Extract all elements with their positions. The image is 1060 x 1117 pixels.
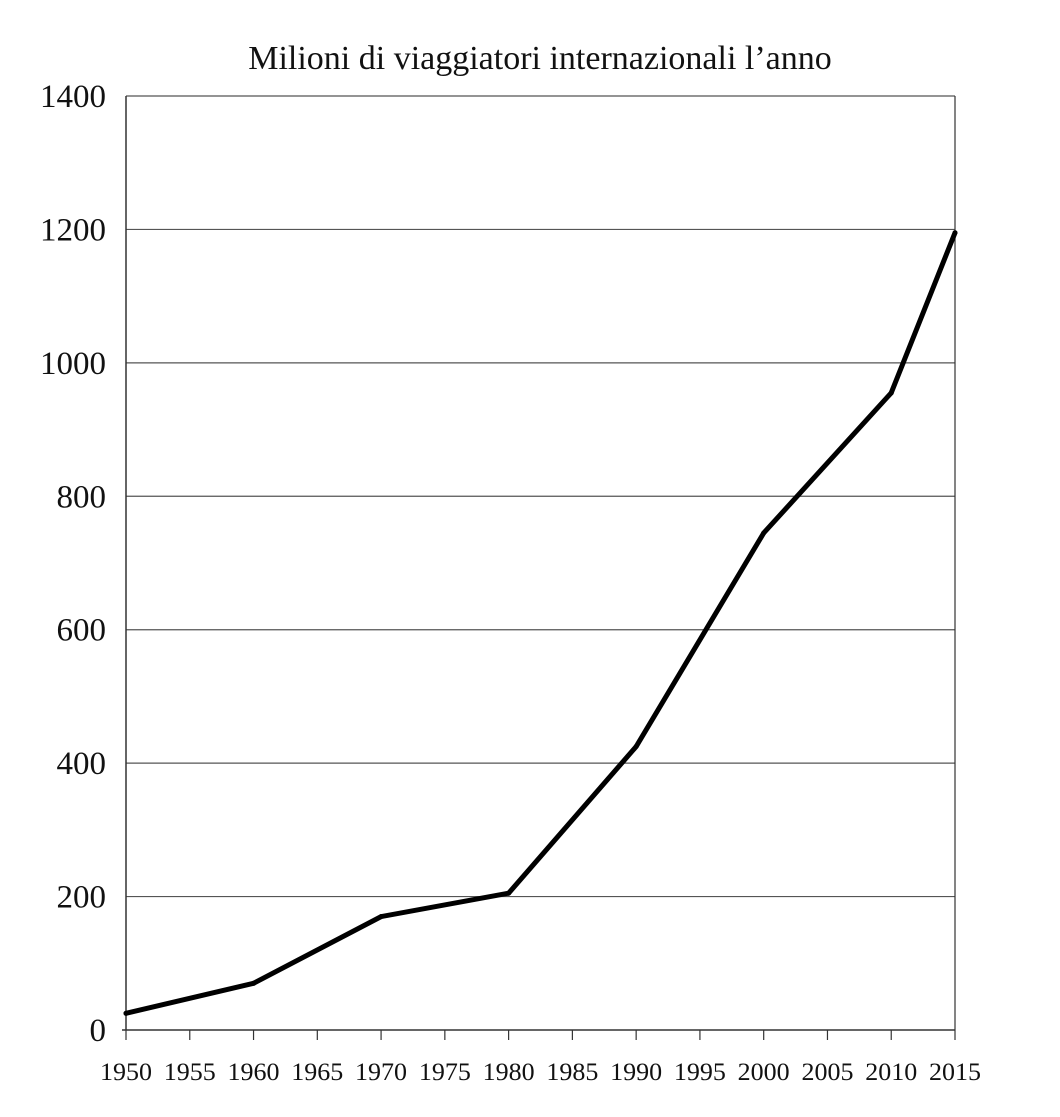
x-tick-label-2000: 2000 — [738, 1059, 790, 1086]
data-point-1960 — [251, 980, 257, 986]
data-point-2015 — [952, 230, 958, 236]
y-axis-ticks: 0 200 400 600 800 1000 1200 1400 — [40, 79, 106, 1049]
data-point-1980 — [506, 890, 512, 896]
y-tick-label-1200: 1200 — [40, 212, 106, 248]
x-tick-label-1990: 1990 — [610, 1059, 662, 1086]
series-layer — [123, 230, 958, 1016]
data-point-1970 — [378, 914, 384, 920]
x-tick-label-1955: 1955 — [164, 1059, 216, 1086]
gridlines — [126, 95, 955, 898]
x-tick-label-1975: 1975 — [419, 1059, 471, 1086]
y-tick-label-600: 600 — [57, 613, 107, 649]
data-point-1950 — [123, 1010, 129, 1016]
x-tick-label-1960: 1960 — [228, 1059, 280, 1086]
x-tick-label-1970: 1970 — [355, 1059, 407, 1086]
series-line-0 — [123, 230, 958, 1016]
y-tick-label-800: 800 — [57, 479, 107, 515]
chart-title: Milioni di viaggiatori internazionali l’… — [248, 40, 832, 77]
axes — [122, 96, 956, 1031]
x-tick-label-2005: 2005 — [801, 1059, 853, 1086]
x-tick-label-2015: 2015 — [929, 1059, 981, 1086]
y-tick-label-200: 200 — [57, 880, 107, 916]
data-point-1990 — [633, 743, 639, 749]
x-tick-label-1985: 1985 — [546, 1059, 598, 1086]
data-point-2000 — [761, 530, 767, 536]
y-tick-label-1000: 1000 — [40, 346, 106, 382]
y-tick-label-400: 400 — [57, 746, 107, 782]
x-tick-label-1950: 1950 — [100, 1059, 152, 1086]
data-point-2010 — [888, 390, 894, 396]
x-tick-label-1995: 1995 — [674, 1059, 726, 1086]
x-tick-label-1965: 1965 — [291, 1059, 343, 1086]
y-tick-label-1400: 1400 — [40, 79, 106, 115]
x-tick-label-2010: 2010 — [865, 1059, 917, 1086]
y-tick-label-0: 0 — [90, 1013, 107, 1049]
x-axis-ticks: 1950 1955 1960 1965 1970 1975 1980 1985 1990 1995… — [100, 1030, 981, 1086]
x-tick-label-1980: 1980 — [483, 1059, 535, 1086]
